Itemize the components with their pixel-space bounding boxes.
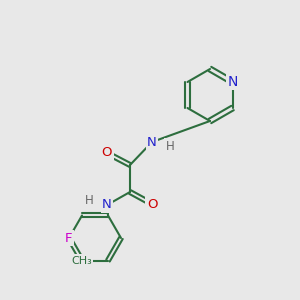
Text: N: N xyxy=(102,199,112,212)
Text: F: F xyxy=(65,232,73,244)
Text: CH₃: CH₃ xyxy=(72,256,92,266)
Text: O: O xyxy=(147,197,157,211)
Text: H: H xyxy=(85,194,93,208)
Text: N: N xyxy=(147,136,157,148)
Text: N: N xyxy=(227,75,238,89)
Text: O: O xyxy=(102,146,112,160)
Text: H: H xyxy=(166,140,174,152)
